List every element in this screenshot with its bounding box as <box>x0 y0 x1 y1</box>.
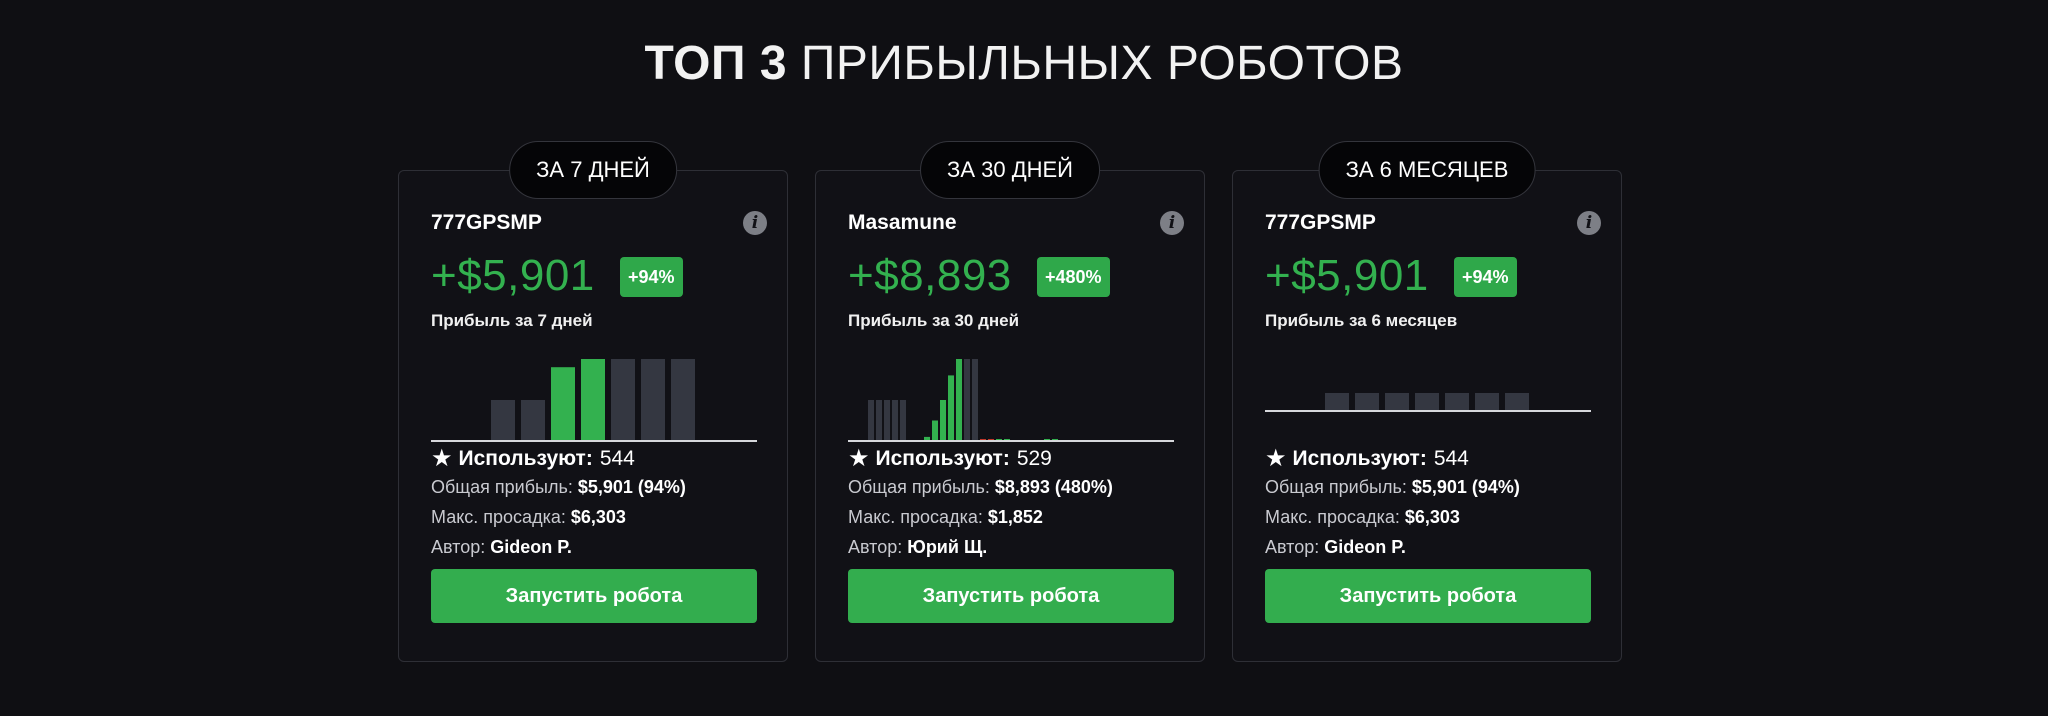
page-title-bold: ТОП 3 <box>644 37 788 90</box>
total-profit: Общая прибыль: $5,901 (94%) <box>431 477 686 498</box>
percent-badge: +94% <box>620 257 683 297</box>
chart-bar <box>1445 393 1469 411</box>
max-drawdown-value: $1,852 <box>987 507 1043 527</box>
chart-bar <box>868 400 874 441</box>
period-badge: ЗА 30 ДНЕЙ <box>920 141 1100 199</box>
page-title: ТОП 3 ПРИБЫЛЬНЫХ РОБОТОВ <box>0 36 2048 91</box>
profit-label: Прибыль за 30 дней <box>848 311 1020 330</box>
total-profit-label: Общая прибыль: <box>1265 477 1407 497</box>
info-icon[interactable]: i <box>743 211 767 235</box>
chart-bar <box>1475 393 1499 411</box>
robot-name: 777GPSMP <box>1265 211 1376 234</box>
users-label: Используют: <box>1292 446 1427 470</box>
profit-chart <box>848 359 1174 442</box>
author-label: Автор: <box>1265 537 1320 557</box>
profit-chart <box>1265 393 1591 412</box>
profit-label: Прибыль за 7 дней <box>431 311 593 330</box>
max-drawdown-label: Макс. просадка: <box>431 507 566 527</box>
info-icon[interactable]: i <box>1577 211 1601 235</box>
author-value: Юрий Щ. <box>907 537 988 557</box>
chart-bar <box>581 359 605 441</box>
robot-card: ЗА 6 МЕСЯЦЕВ 777GPSMP i +$5,901 +94% При… <box>1232 141 1622 662</box>
page-title-rest: ПРИБЫЛЬНЫХ РОБОТОВ <box>800 37 1404 90</box>
max-drawdown: Макс. просадка: $1,852 <box>848 507 1043 528</box>
profit-chart <box>431 359 757 442</box>
run-robot-button[interactable]: Запустить робота <box>848 569 1174 623</box>
users-value: 544 <box>1433 446 1469 470</box>
period-badge: ЗА 6 МЕСЯЦЕВ <box>1318 141 1536 199</box>
chart-bar <box>1415 393 1439 411</box>
max-drawdown-label: Макс. просадка: <box>848 507 983 527</box>
total-profit-value: $5,901 (94%) <box>1411 477 1520 497</box>
star-icon: ★ <box>431 445 453 472</box>
info-icon[interactable]: i <box>1160 211 1184 235</box>
author-value: Gideon P. <box>490 537 572 557</box>
chart-bar <box>1505 393 1529 411</box>
profit-amount: +$5,901 <box>431 251 595 300</box>
percent-badge: +94% <box>1454 257 1517 297</box>
robot-card: ЗА 7 ДНЕЙ 777GPSMP i +$5,901 +94% Прибыл… <box>398 141 788 662</box>
chart-bar <box>932 420 938 441</box>
chart-bar <box>491 400 515 441</box>
chart-bar <box>964 359 970 441</box>
total-profit: Общая прибыль: $5,901 (94%) <box>1265 477 1520 498</box>
max-drawdown: Макс. просадка: $6,303 <box>1265 507 1460 528</box>
chart-bar <box>551 367 575 441</box>
users-label: Используют: <box>875 446 1010 470</box>
users-count: ★ Используют: 544 <box>1265 444 1469 473</box>
percent-badge: +480% <box>1037 257 1110 297</box>
run-robot-button[interactable]: Запустить робота <box>1265 569 1591 623</box>
star-icon: ★ <box>1265 445 1287 472</box>
max-drawdown-value: $6,303 <box>1404 507 1460 527</box>
author: Автор: Юрий Щ. <box>848 537 987 558</box>
profit-label: Прибыль за 6 месяцев <box>1265 311 1458 330</box>
author: Автор: Gideon P. <box>1265 537 1406 558</box>
users-value: 544 <box>599 446 635 470</box>
max-drawdown-value: $6,303 <box>570 507 626 527</box>
chart-bar <box>940 400 946 441</box>
chart-bar <box>884 400 890 441</box>
chart-bar <box>924 436 930 441</box>
chart-bar <box>1385 393 1409 411</box>
chart-bar <box>892 400 898 441</box>
users-count: ★ Используют: 544 <box>431 444 635 473</box>
max-drawdown: Макс. просадка: $6,303 <box>431 507 626 528</box>
chart-bar <box>972 359 978 441</box>
chart-bar <box>900 400 906 441</box>
robot-card: ЗА 30 ДНЕЙ Masamune i +$8,893 +480% Приб… <box>815 141 1205 662</box>
chart-bar <box>1325 393 1349 411</box>
users-count: ★ Используют: 529 <box>848 444 1052 473</box>
author-value: Gideon P. <box>1324 537 1406 557</box>
author-label: Автор: <box>431 537 486 557</box>
chart-bar <box>956 359 962 441</box>
chart-bar <box>948 375 954 441</box>
chart-bar <box>876 400 882 441</box>
robot-name: 777GPSMP <box>431 211 542 234</box>
profit-amount: +$5,901 <box>1265 251 1429 300</box>
profit-amount: +$8,893 <box>848 251 1012 300</box>
total-profit-label: Общая прибыль: <box>848 477 990 497</box>
max-drawdown-label: Макс. просадка: <box>1265 507 1400 527</box>
chart-bar <box>521 400 545 441</box>
period-badge: ЗА 7 ДНЕЙ <box>509 141 677 199</box>
users-label: Используют: <box>458 446 593 470</box>
users-value: 529 <box>1016 446 1052 470</box>
total-profit: Общая прибыль: $8,893 (480%) <box>848 477 1113 498</box>
author: Автор: Gideon P. <box>431 537 572 558</box>
chart-bar <box>611 359 635 441</box>
chart-bar <box>1355 393 1379 411</box>
robot-name: Masamune <box>848 211 957 234</box>
chart-bar <box>671 359 695 441</box>
total-profit-value: $8,893 (480%) <box>994 477 1113 497</box>
author-label: Автор: <box>848 537 903 557</box>
chart-bar <box>641 359 665 441</box>
run-robot-button[interactable]: Запустить робота <box>431 569 757 623</box>
star-icon: ★ <box>848 445 870 472</box>
total-profit-value: $5,901 (94%) <box>577 477 686 497</box>
total-profit-label: Общая прибыль: <box>431 477 573 497</box>
